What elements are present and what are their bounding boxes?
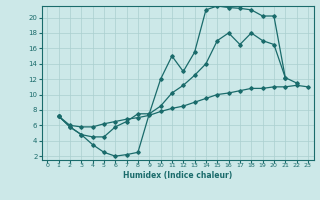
X-axis label: Humidex (Indice chaleur): Humidex (Indice chaleur) — [123, 171, 232, 180]
